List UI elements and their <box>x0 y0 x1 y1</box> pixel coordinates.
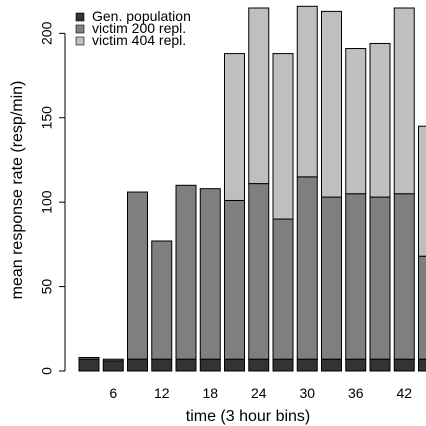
x-tick-label: 36 <box>348 385 364 401</box>
bar-segment-2-bin-39 <box>369 196 391 360</box>
bar-segment-3-bin-30 <box>296 5 318 178</box>
bar-segment-3-bin-36 <box>345 48 367 195</box>
bar-segment-2-bin-21 <box>224 199 245 360</box>
legend-label: victim 404 repl. <box>92 32 186 48</box>
y-axis: 0 50 100 150 200 <box>39 21 66 375</box>
bar-segment-1-bin-45 <box>418 358 426 372</box>
legend-swatch <box>75 12 85 22</box>
bar-segment-1-bin-36 <box>345 358 367 372</box>
x-axis: 612182430364248 <box>109 385 412 401</box>
bar-segment-1-bin-3 <box>78 358 100 372</box>
bar-segment-2-bin-30 <box>296 176 318 360</box>
x-tick-label: 42 <box>396 385 412 401</box>
bar-segment-2-bin-45 <box>418 255 426 360</box>
bar-segment-2-bin-9 <box>127 191 148 360</box>
bar-segment-1-bin-42 <box>393 358 415 372</box>
bar-segment-3-bin-33 <box>321 10 342 198</box>
bar-segment-1-bin-21 <box>224 358 245 372</box>
bars-layer <box>78 5 426 372</box>
x-tick-label: 6 <box>109 385 117 401</box>
bar-segment-1-bin-12 <box>151 358 173 372</box>
x-tick-label: 12 <box>154 385 170 401</box>
bar-segment-1-bin-33 <box>321 358 342 372</box>
y-axis-title: mean response rate (resp/min) <box>9 81 26 300</box>
bar-segment-2-bin-12 <box>151 240 173 360</box>
bar-segment-1-bin-27 <box>272 358 294 372</box>
y-tick-label: 50 <box>39 279 55 295</box>
bar-segment-2-bin-27 <box>272 218 294 360</box>
bar-segment-3-bin-21 <box>224 53 245 201</box>
bar-segment-1-bin-9 <box>127 358 148 372</box>
bar-segment-2-bin-24 <box>248 183 270 360</box>
bar-segment-3-bin-39 <box>369 42 391 198</box>
bar-segment-1-bin-30 <box>296 358 318 372</box>
y-tick-label: 0 <box>39 367 55 375</box>
y-tick-label: 100 <box>39 190 55 214</box>
x-tick-label: 24 <box>251 385 267 401</box>
x-tick-label: 18 <box>202 385 218 401</box>
bar-segment-2-bin-42 <box>393 193 415 360</box>
bar-segment-1-bin-15 <box>175 358 197 372</box>
y-tick-label: 150 <box>39 106 55 130</box>
bar-segment-2-bin-15 <box>175 184 197 360</box>
legend-swatch <box>75 36 85 46</box>
x-axis-title: time (3 hour bins) <box>186 408 311 425</box>
bar-segment-1-bin-24 <box>248 358 270 372</box>
bar-segment-3-bin-45 <box>418 125 426 257</box>
legend-label: Gen. population <box>92 8 191 24</box>
bar-segment-3-bin-27 <box>272 53 294 220</box>
bar-segment-2-bin-36 <box>345 193 367 360</box>
bar-segment-1-bin-39 <box>369 358 391 372</box>
bar-segment-1-bin-6 <box>102 360 124 372</box>
bar-segment-3-bin-42 <box>393 7 415 195</box>
bar-segment-2-bin-18 <box>199 188 221 360</box>
bar-segment-2-bin-6 <box>102 358 124 362</box>
y-tick-label: 200 <box>39 21 55 45</box>
bar-segment-2-bin-33 <box>321 196 342 360</box>
bar-segment-1-bin-18 <box>199 358 221 372</box>
bar-segment-3-bin-24 <box>248 7 270 185</box>
bar-segment-2-bin-3 <box>78 356 100 360</box>
legend-label: victim 200 repl. <box>92 20 186 36</box>
legend-swatch <box>75 24 85 34</box>
x-tick-label: 30 <box>299 385 315 401</box>
